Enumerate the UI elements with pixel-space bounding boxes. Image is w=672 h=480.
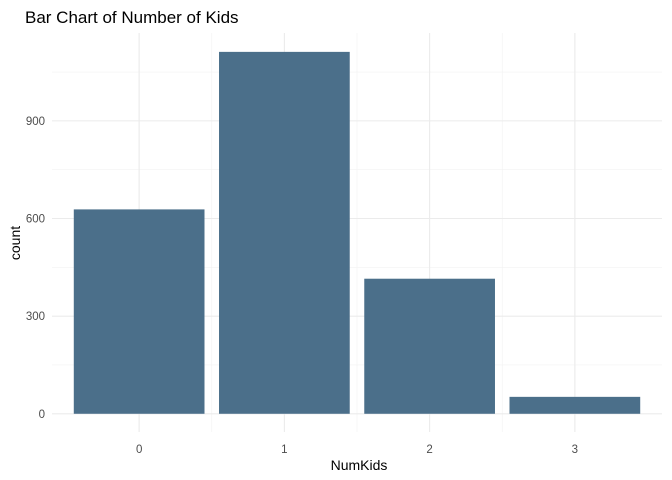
- x-tick-label: 2: [426, 444, 432, 456]
- y-tick-label: 900: [26, 116, 45, 128]
- bar-2: [364, 278, 495, 414]
- bar-1: [219, 51, 350, 414]
- y-tick-label: 0: [39, 409, 45, 421]
- bar-3: [509, 396, 641, 414]
- y-tick-label: 600: [26, 214, 45, 226]
- bar-layer: [73, 51, 641, 414]
- tick-label-layer: 0 300 600 900 0 1 2 3: [26, 116, 578, 456]
- y-axis-title: count: [7, 226, 23, 260]
- bar-0: [73, 209, 205, 414]
- x-tick-label: 0: [136, 444, 142, 456]
- y-tick-label: 300: [26, 311, 45, 323]
- x-axis-title: NumKids: [331, 457, 388, 473]
- x-tick-label: 1: [281, 444, 287, 456]
- x-tick-label: 3: [572, 444, 578, 456]
- chart-title: Bar Chart of Number of Kids: [25, 8, 239, 27]
